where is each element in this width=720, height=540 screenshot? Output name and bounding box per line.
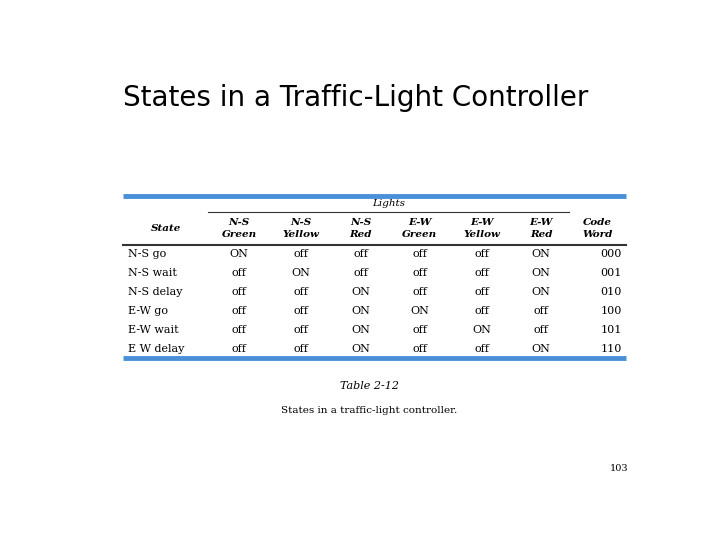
Text: off: off	[413, 287, 427, 297]
Text: off: off	[413, 325, 427, 335]
Text: 110: 110	[600, 343, 622, 354]
Text: E-W go: E-W go	[128, 306, 168, 316]
Text: off: off	[232, 325, 246, 335]
Text: ON: ON	[351, 325, 370, 335]
Text: States in a Traffic-Light Controller: States in a Traffic-Light Controller	[124, 84, 589, 112]
Text: off: off	[232, 306, 246, 316]
Text: 100: 100	[600, 306, 622, 316]
Text: off: off	[353, 268, 368, 278]
Text: ON: ON	[531, 249, 551, 259]
Text: 001: 001	[600, 268, 622, 278]
Text: N-S wait: N-S wait	[128, 268, 177, 278]
Text: State: State	[150, 224, 181, 233]
Text: off: off	[474, 287, 489, 297]
Text: N-S
Red: N-S Red	[349, 219, 372, 239]
Text: ON: ON	[351, 343, 370, 354]
Text: ON: ON	[351, 306, 370, 316]
Text: off: off	[232, 268, 246, 278]
Text: off: off	[353, 249, 368, 259]
Text: ON: ON	[292, 268, 310, 278]
Text: ON: ON	[351, 287, 370, 297]
Text: N-S go: N-S go	[128, 249, 166, 259]
Text: N-S
Yellow: N-S Yellow	[283, 219, 320, 239]
Text: E W delay: E W delay	[128, 343, 184, 354]
Text: off: off	[232, 343, 246, 354]
Text: E-W
Red: E-W Red	[529, 219, 553, 239]
Text: N-S
Green: N-S Green	[222, 219, 257, 239]
Text: E-W wait: E-W wait	[128, 325, 179, 335]
Text: 000: 000	[600, 249, 622, 259]
Text: off: off	[474, 268, 489, 278]
Text: 101: 101	[600, 325, 622, 335]
Text: off: off	[534, 325, 549, 335]
Text: ON: ON	[531, 343, 551, 354]
Text: off: off	[474, 249, 489, 259]
Text: off: off	[413, 268, 427, 278]
Text: 010: 010	[600, 287, 622, 297]
Text: Lights: Lights	[372, 199, 405, 208]
Text: Code
Word: Code Word	[582, 219, 613, 239]
Text: E-W
Green: E-W Green	[402, 219, 437, 239]
Text: ON: ON	[230, 249, 248, 259]
Text: ON: ON	[531, 287, 551, 297]
Text: off: off	[232, 287, 246, 297]
Text: off: off	[474, 306, 489, 316]
Text: off: off	[413, 249, 427, 259]
Text: off: off	[474, 343, 489, 354]
Text: ON: ON	[531, 268, 551, 278]
Text: off: off	[294, 325, 309, 335]
Text: Table 2-12: Table 2-12	[340, 381, 398, 391]
Text: off: off	[413, 343, 427, 354]
Text: off: off	[294, 306, 309, 316]
Text: off: off	[534, 306, 549, 316]
Text: E-W
Yellow: E-W Yellow	[464, 219, 500, 239]
Text: ON: ON	[410, 306, 429, 316]
Text: ON: ON	[472, 325, 491, 335]
Text: off: off	[294, 343, 309, 354]
Text: States in a traffic-light controller.: States in a traffic-light controller.	[281, 406, 457, 415]
Text: off: off	[294, 249, 309, 259]
Text: 103: 103	[610, 464, 629, 473]
Text: N-S delay: N-S delay	[128, 287, 182, 297]
Text: off: off	[294, 287, 309, 297]
